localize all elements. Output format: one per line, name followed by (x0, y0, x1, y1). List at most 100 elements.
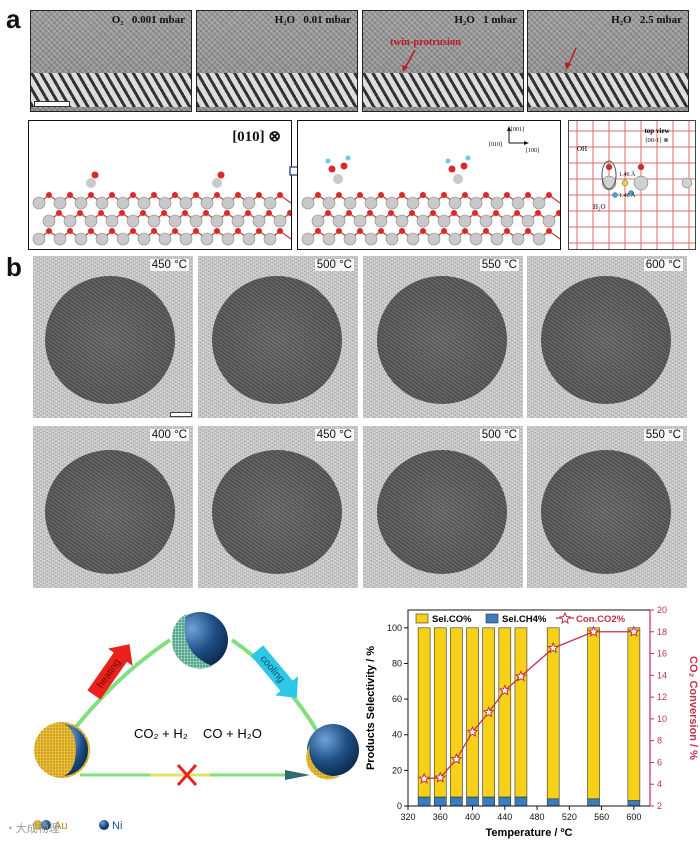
nanoparticle (541, 450, 671, 574)
x-tick-label: 560 (594, 812, 609, 822)
y-right-tick-label: 8 (657, 736, 662, 746)
bar-ch4 (482, 796, 495, 807)
twin-protrusion-label: twin-protrusion (390, 37, 461, 48)
legend-ch4-label: Sel.CH4% (502, 614, 547, 625)
temperature-label: 600 °C (643, 259, 683, 271)
x-tick-label: 400 (465, 812, 480, 822)
hrtem-image-r2c3: 500 °C (363, 426, 523, 588)
tem-label-4: H₂O 2.5 mbar (611, 14, 682, 26)
bar-co (587, 627, 600, 800)
bar-co (466, 627, 479, 798)
bar-co (514, 627, 528, 798)
cross-mark (176, 763, 198, 787)
y-right-tick-label: 10 (657, 714, 667, 724)
temperature-label: 450 °C (149, 259, 189, 271)
selectivity-conversion-chart: 320 360 400 440 480 520 560 600 0 20 40 60 80 100 2 4 6 8… (365, 605, 699, 839)
y-right-tick-label: 12 (657, 692, 667, 702)
tem-label-1: O₂ 0.001 mbar (111, 14, 185, 26)
conversion-line (424, 631, 634, 780)
hrtem-image-r2c4: 550 °C (527, 426, 687, 588)
oh-label: OH (577, 145, 587, 153)
x-axis-label: Temperature / ºC (486, 827, 573, 839)
top-view-svg: top view [00-1] ⊗ OH H₂O 1.46 Å 1.46 Å (569, 121, 695, 249)
legend-co-swatch (415, 613, 429, 624)
bar-ch4 (627, 800, 641, 807)
tem-image-1: O₂ 0.001 mbar (30, 10, 192, 112)
y-left-tick-label: 0 (397, 801, 402, 811)
y-left-tick-label: 100 (387, 623, 402, 633)
conversion-point (498, 684, 511, 696)
side-view-model-hydrated: [001] [010] [100] (297, 120, 571, 250)
x-tick-label: 440 (497, 812, 512, 822)
au-legend-icon (33, 820, 43, 830)
watermark-icon: ◔ (6, 823, 16, 835)
conversion-point (466, 725, 479, 738)
axis-up-label: [001] (511, 127, 524, 133)
bottom-arrowhead (285, 770, 310, 780)
right-particle (306, 724, 359, 780)
bar-co (498, 627, 512, 798)
y-right-tick-label: 14 (657, 670, 667, 680)
panel-b-label: b (6, 252, 22, 282)
crystal-model-svg (32, 171, 302, 246)
y-left-axis-label: Products Selectivity / % (365, 646, 377, 770)
twin-arrow (402, 49, 416, 72)
tem-image-4: H₂O 2.5 mbar (527, 10, 689, 112)
cooling-arrow: cooling (250, 645, 299, 699)
scale-bar-b (170, 412, 192, 417)
nanoparticle (377, 276, 507, 404)
nanoparticle (541, 276, 671, 404)
x-tick-label: 520 (562, 812, 577, 822)
bar-ch4 (417, 796, 431, 807)
bar-ch4 (514, 796, 528, 807)
conversion-point (547, 641, 560, 654)
right-reaction: CO + H₂O (203, 726, 262, 741)
temperature-label: 500 °C (314, 259, 354, 271)
top-view-model: top view [00-1] ⊗ OH H₂O 1.46 Å 1.46 Å (568, 120, 696, 250)
y-right-tick-label: 6 (657, 757, 662, 767)
axis-left-label: [010] (489, 142, 502, 148)
axis-right-label: [100] (526, 148, 539, 154)
x-tick-label: 600 (626, 812, 641, 822)
temperature-label: 550 °C (643, 429, 683, 441)
x-tick-label: 480 (530, 812, 545, 822)
hrtem-image-r2c1: 400 °C (33, 426, 193, 588)
conversion-point (587, 625, 600, 637)
ni-legend-label: Ni (112, 820, 122, 832)
bar-ch4 (450, 796, 463, 807)
conversion-point (514, 670, 527, 682)
bar-co (450, 627, 463, 798)
y-right-axis-label: CO₂ Conversion / % (687, 656, 699, 760)
legend-ch4-swatch (485, 613, 499, 624)
scale-bar (34, 101, 70, 107)
y-right-tick-label: 2 (657, 801, 662, 811)
hrtem-image-r1c1: 450 °C (33, 256, 193, 418)
hrtem-image-r1c2: 500 °C (198, 256, 358, 418)
bar-ch4 (587, 798, 600, 807)
topview-title: top view (644, 127, 670, 135)
left-reaction: CO₂ + H₂ (134, 726, 188, 741)
hrtem-image-r1c3: 550 °C (363, 256, 523, 418)
y-right-tick-label: 18 (657, 627, 667, 637)
temperature-label: 450 °C (314, 429, 354, 441)
distance-2: 1.46 Å (619, 191, 636, 199)
y-left-tick-label: 60 (392, 694, 402, 704)
left-particle (34, 722, 90, 778)
crystal-model-hydrated-svg: [001] [010] [100] (301, 126, 571, 246)
conversion-point (450, 752, 463, 765)
legend-conv-label: Con.CO2% (576, 614, 626, 625)
temperature-label: 400 °C (149, 429, 189, 441)
tem-image-3: H₂O 1 mbar (362, 10, 524, 112)
y-right-tick-label: 16 (657, 649, 667, 659)
top-particle (171, 612, 228, 669)
axis-indicator (507, 126, 529, 145)
temperature-label: 500 °C (479, 429, 519, 441)
bar-co (546, 627, 560, 800)
conversion-point (482, 706, 495, 718)
temperature-label: 550 °C (479, 259, 519, 271)
nanoparticle (212, 276, 342, 404)
x-tick-label: 320 (400, 812, 415, 822)
x-tick-label: 360 (433, 812, 448, 822)
watermark-text: 大成物理 (15, 823, 60, 835)
distance-1: 1.46 Å (619, 170, 636, 178)
